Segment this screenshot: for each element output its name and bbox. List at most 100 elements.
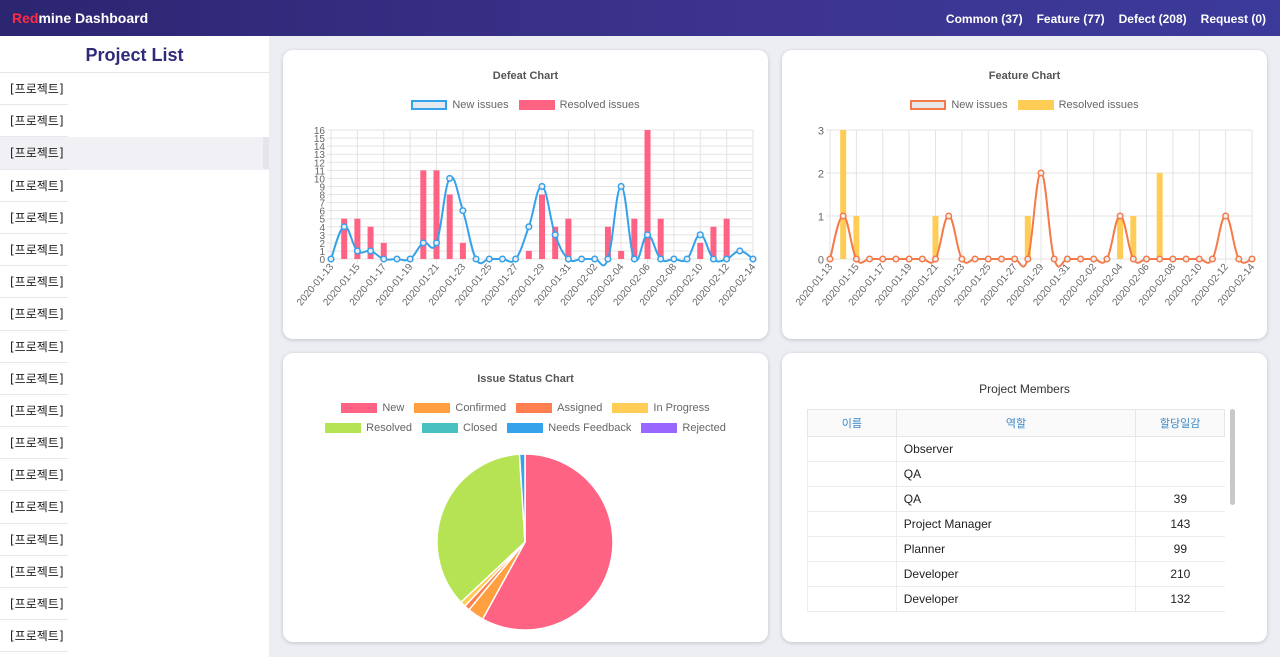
table-row[interactable]: QA 39 bbox=[807, 486, 1225, 512]
bar bbox=[840, 130, 847, 259]
status-chart-title: Issue Status Chart bbox=[477, 373, 574, 385]
project-list-item[interactable]: [프로젝트] bbox=[0, 234, 269, 267]
app-brand[interactable]: Redmine Dashboard bbox=[12, 10, 148, 26]
project-list-item[interactable]: [프로젝트] bbox=[0, 427, 269, 460]
table-row[interactable]: Developer 210 bbox=[807, 561, 1225, 587]
legend-item-assigned[interactable]: Assigned bbox=[516, 402, 602, 414]
legend-resolved-issues[interactable]: Resolved issues bbox=[1017, 99, 1139, 111]
bar bbox=[932, 216, 939, 259]
bar bbox=[1117, 216, 1124, 259]
data-point bbox=[485, 255, 493, 263]
data-point bbox=[643, 231, 652, 239]
sidebar-scrollbar[interactable] bbox=[263, 137, 269, 169]
member-count bbox=[1135, 436, 1225, 462]
project-list-item[interactable]: [프로젝트] bbox=[0, 395, 269, 428]
nav-common[interactable]: Common (37) bbox=[945, 12, 1023, 26]
table-row[interactable]: Planner 99 bbox=[807, 536, 1225, 562]
data-point bbox=[432, 239, 441, 247]
legend-swatch bbox=[641, 423, 678, 433]
member-count: 39 bbox=[1135, 486, 1225, 512]
member-name bbox=[807, 461, 897, 487]
project-list-item[interactable]: [프로젝트] bbox=[0, 137, 269, 170]
legend-new-issues[interactable]: New issues bbox=[411, 99, 509, 111]
brand-red-text: Red bbox=[12, 10, 39, 26]
data-point bbox=[353, 247, 361, 255]
data-point bbox=[472, 255, 480, 263]
data-point bbox=[1050, 255, 1058, 263]
y-tick-label: 2 bbox=[818, 169, 824, 181]
legend-item-closed[interactable]: Closed bbox=[422, 422, 497, 434]
project-list-item[interactable]: [프로젝트] bbox=[0, 170, 269, 202]
member-count bbox=[1135, 461, 1225, 487]
member-name bbox=[807, 561, 897, 587]
legend-resolved-issues[interactable]: Resolved issues bbox=[518, 99, 640, 111]
header-role[interactable]: 역할 bbox=[895, 409, 1137, 437]
data-point bbox=[723, 255, 731, 263]
project-list-item[interactable]: [프로젝트] bbox=[0, 202, 269, 235]
legend-label: Assigned bbox=[557, 402, 603, 414]
table-row[interactable]: Developer 132 bbox=[807, 586, 1225, 612]
bar bbox=[433, 170, 440, 259]
legend-item-confirmed[interactable]: Confirmed bbox=[414, 402, 506, 414]
bar bbox=[552, 226, 559, 259]
member-role: Project Manager bbox=[895, 511, 1136, 537]
project-list-item[interactable]: [프로젝트] bbox=[0, 331, 269, 363]
members-table-viewport: 이름 역할 할당일감 Observer QA QA 39 Project Mana… bbox=[782, 353, 1267, 619]
project-sidebar: Project List [프로젝트] [프로젝트] [프로젝트] [프로젝트]… bbox=[0, 36, 269, 657]
data-point bbox=[1169, 255, 1177, 263]
project-list-item[interactable]: [프로젝트] bbox=[0, 298, 269, 331]
legend-label: Resolved issues bbox=[1058, 99, 1139, 111]
data-point bbox=[327, 255, 335, 263]
data-point bbox=[564, 255, 572, 263]
project-list-item[interactable]: [프로젝트] bbox=[0, 620, 269, 653]
data-point bbox=[1037, 169, 1045, 177]
legend-new-issues[interactable]: New issues bbox=[910, 99, 1008, 111]
project-list-item[interactable]: [프로젝트] bbox=[0, 524, 269, 557]
data-point bbox=[1208, 255, 1216, 263]
header-assigned[interactable]: 할당일감 bbox=[1135, 409, 1225, 437]
members-title: Project Members bbox=[979, 382, 1070, 396]
table-row[interactable]: Observer bbox=[807, 436, 1225, 462]
member-count: 132 bbox=[1135, 586, 1225, 612]
project-list-item[interactable]: [프로젝트] bbox=[0, 459, 269, 492]
legend-item-resolved[interactable]: Resolved bbox=[325, 422, 412, 434]
y-tick-label: 12 bbox=[314, 158, 326, 169]
data-point bbox=[670, 255, 678, 263]
pie-slice-new bbox=[481, 453, 614, 631]
legend-item-needs-feedback[interactable]: Needs Feedback bbox=[507, 422, 631, 434]
header-name[interactable]: 이름 bbox=[807, 409, 897, 437]
data-point bbox=[406, 255, 414, 263]
project-list-item[interactable]: [프로젝트] bbox=[0, 363, 269, 396]
nav-feature[interactable]: Feature (77) bbox=[1036, 12, 1105, 26]
legend-item-in-progress[interactable]: In Progress bbox=[612, 402, 710, 414]
project-list-item[interactable]: [프로젝트] bbox=[0, 266, 269, 299]
y-tick-label: 10 bbox=[314, 174, 326, 185]
members-scrollbar[interactable] bbox=[1230, 409, 1235, 505]
y-tick-label: 16 bbox=[314, 126, 326, 137]
data-point bbox=[604, 255, 612, 263]
table-row[interactable]: QA bbox=[807, 461, 1225, 487]
feature-chart: 01232020-01-132020-01-152020-01-172020-0… bbox=[794, 126, 1258, 309]
data-point bbox=[380, 255, 388, 263]
data-point bbox=[538, 182, 546, 190]
data-point bbox=[971, 255, 979, 263]
legend-item-new[interactable]: New bbox=[341, 402, 404, 414]
project-list-item[interactable]: [프로젝트] bbox=[0, 491, 269, 524]
member-name bbox=[807, 536, 897, 562]
member-role: QA bbox=[895, 461, 1136, 487]
legend-item-rejected[interactable]: Rejected bbox=[641, 422, 726, 434]
project-list-item[interactable]: [프로젝트] bbox=[0, 556, 269, 589]
table-row[interactable]: Project Manager 143 bbox=[807, 511, 1225, 537]
bar bbox=[1156, 173, 1163, 259]
y-tick-label: 4 bbox=[319, 223, 325, 234]
data-point bbox=[696, 231, 704, 239]
nav-defect[interactable]: Defect (208) bbox=[1118, 12, 1187, 26]
legend-swatch bbox=[518, 100, 555, 110]
defect-chart-legend: New issues Resolved issues bbox=[283, 99, 768, 111]
project-list-item[interactable]: [프로젝트] bbox=[0, 588, 269, 621]
project-list-item[interactable]: [프로젝트] bbox=[0, 73, 269, 106]
nav-request[interactable]: Request (0) bbox=[1200, 12, 1266, 26]
project-list-item[interactable]: [프로젝트] bbox=[0, 105, 269, 138]
member-name bbox=[807, 486, 897, 512]
data-point bbox=[340, 223, 348, 231]
